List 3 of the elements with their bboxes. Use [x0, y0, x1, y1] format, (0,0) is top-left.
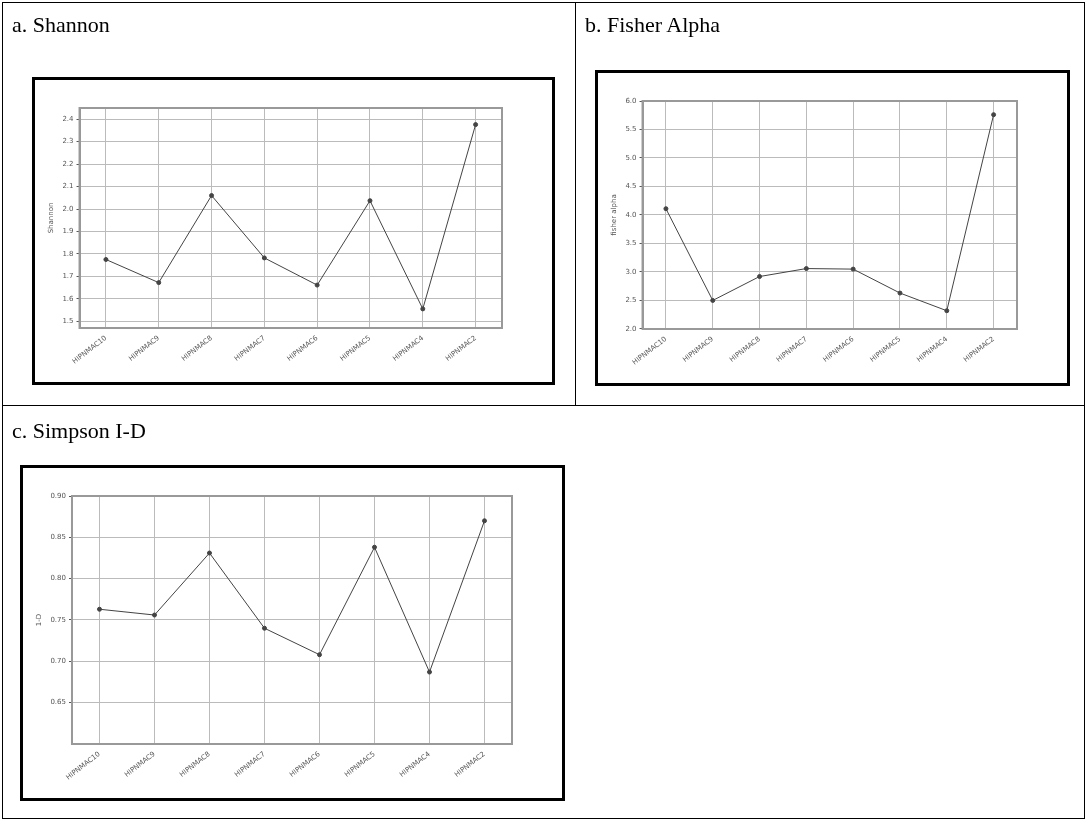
chart-title: c. Simpson I-D [12, 418, 146, 444]
chart-title: b. Fisher Alpha [585, 12, 721, 38]
chart-title: a. Shannon [12, 12, 110, 38]
